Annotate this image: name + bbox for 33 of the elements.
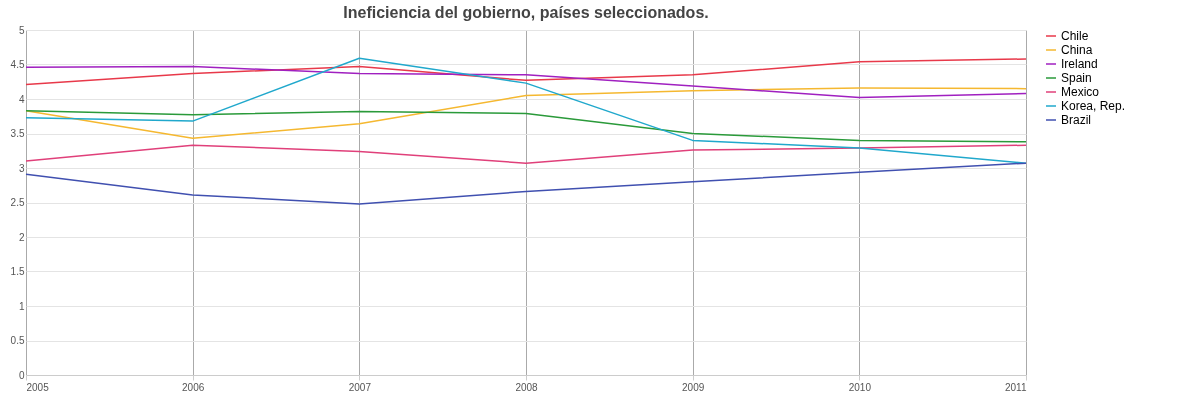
line-series bbox=[25, 57, 1027, 164]
y-tick-label: 1.5 bbox=[10, 266, 25, 277]
line-series bbox=[25, 144, 1027, 164]
chart-title: Ineficiencia del gobierno, países seleccionados. bbox=[343, 4, 709, 21]
legend-label: Spain bbox=[1061, 71, 1092, 85]
x-tick-label: 2011 bbox=[1004, 381, 1027, 393]
line-series bbox=[25, 65, 1027, 99]
legend-label: China bbox=[1061, 43, 1093, 57]
line-series bbox=[25, 109, 1027, 143]
y-tick-label: 0 bbox=[18, 369, 25, 381]
y-tick-label: 2.5 bbox=[10, 197, 25, 208]
x-tick-label: 2006 bbox=[182, 381, 205, 393]
legend-label: Brazil bbox=[1061, 113, 1092, 127]
x-tick-label: 2008 bbox=[515, 381, 539, 393]
x-tick-label: 2005 bbox=[26, 381, 50, 393]
y-tick-label: 4 bbox=[18, 93, 25, 105]
legend-label: Mexico bbox=[1061, 85, 1100, 99]
legend-label: Korea, Rep. bbox=[1061, 99, 1126, 113]
y-tick-label: 1 bbox=[18, 300, 25, 312]
line-series bbox=[25, 87, 1027, 140]
y-tick-label: 4.5 bbox=[10, 59, 25, 70]
y-tick-label: 3.5 bbox=[10, 128, 25, 139]
legend-label: Ireland bbox=[1061, 57, 1098, 71]
x-tick-label: 2009 bbox=[682, 381, 705, 393]
x-tick-label: 2010 bbox=[848, 381, 872, 393]
legend-label: Chile bbox=[1061, 29, 1089, 43]
line-series bbox=[25, 162, 1027, 205]
x-tick-label: 2007 bbox=[348, 381, 372, 393]
y-tick-label: 2 bbox=[18, 231, 25, 243]
line-series bbox=[25, 58, 1027, 86]
y-tick-label: 3 bbox=[18, 162, 25, 174]
y-tick-label: 5 bbox=[18, 24, 25, 36]
y-tick-label: 0.5 bbox=[10, 335, 25, 346]
